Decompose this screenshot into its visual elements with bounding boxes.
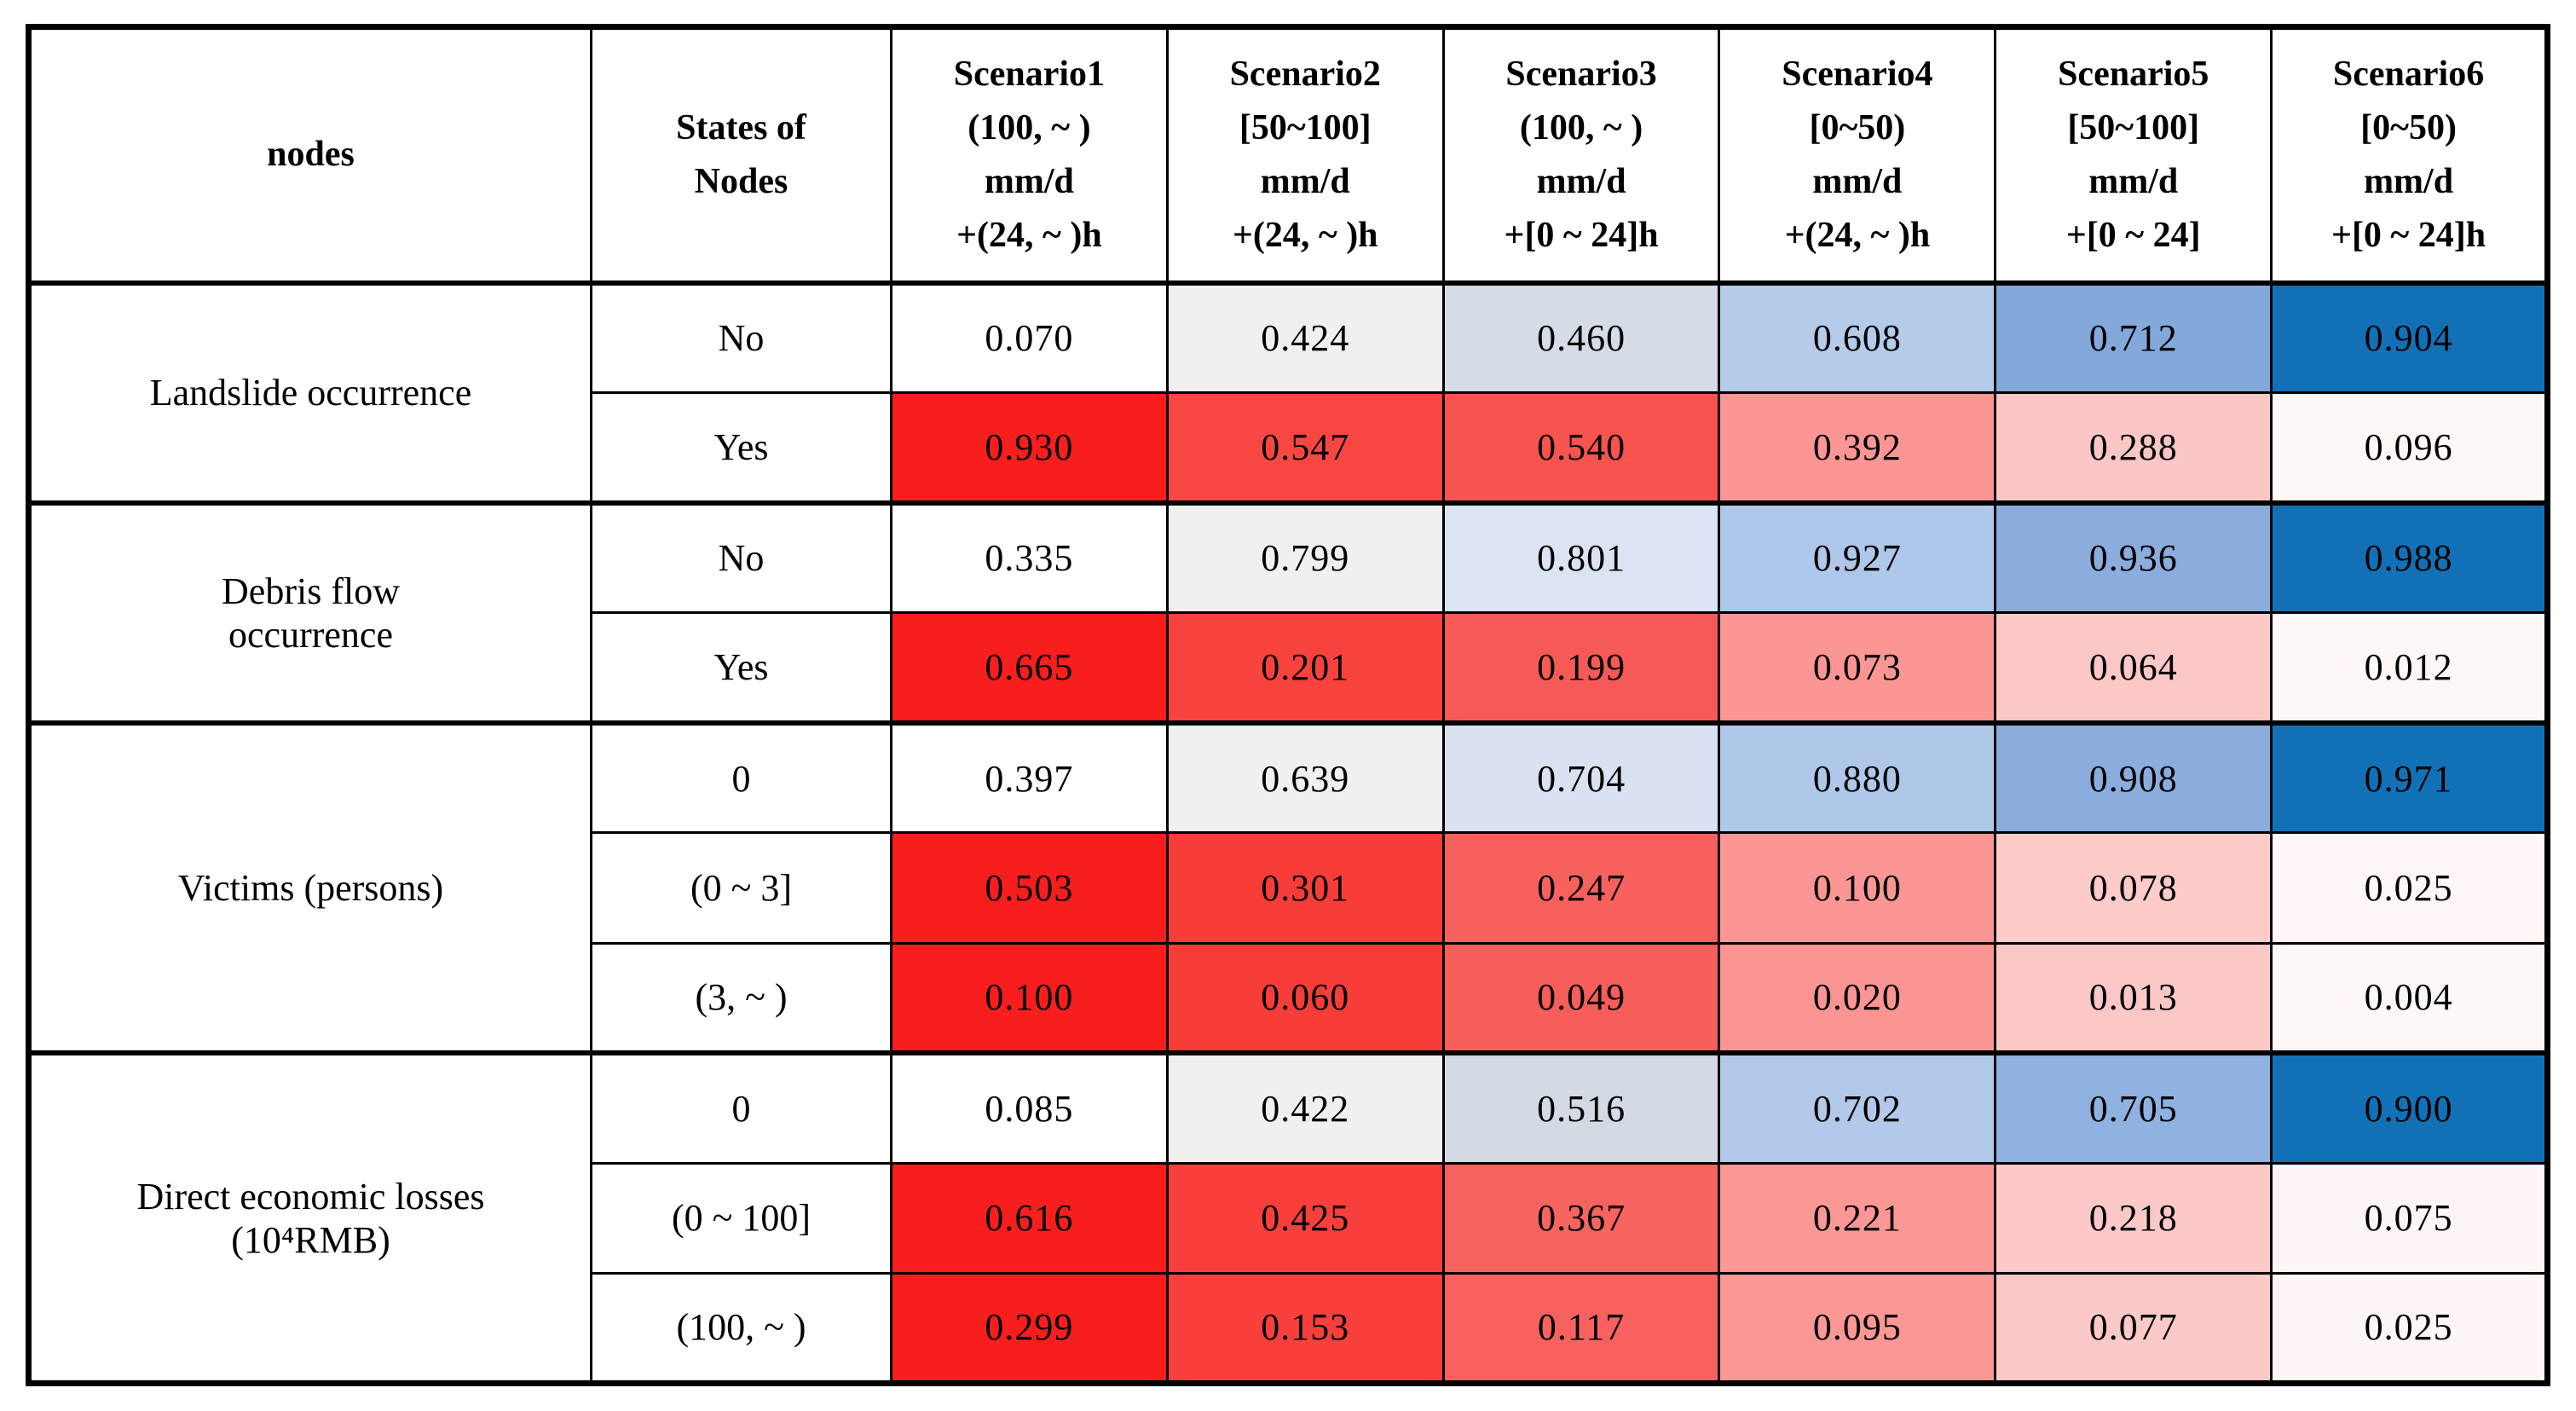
prob-cell: 0.516	[1441, 1050, 1721, 1165]
prob-cell: 0.025	[2270, 1271, 2549, 1385]
prob-cell: 0.012	[2270, 611, 2549, 725]
prob-cell: 0.060	[1165, 941, 1445, 1055]
col-header-scenario6: Scenario6 [0~50) mm/d +[0 ~ 24]h	[2270, 26, 2549, 286]
prob-cell: 0.799	[1165, 500, 1445, 615]
col-header-scenario3: Scenario3 (100, ~ ) mm/d +[0 ~ 24]h	[1441, 26, 1721, 286]
prob-cell: 0.218	[1994, 1161, 2273, 1275]
prob-cell: 0.288	[1994, 391, 2273, 505]
row-losses-0: Direct economic losses (10⁴RMB) 0 0.085 …	[27, 1050, 2549, 1385]
prob-cell: 0.095	[1718, 1271, 1997, 1385]
prob-cell: 0.540	[1441, 391, 1721, 505]
prob-cell: 0.301	[1165, 831, 1445, 945]
col-header-scenario4: Scenario4 [0~50) mm/d +(24, ~ )h	[1718, 26, 1997, 286]
prob-cell: 0.397	[890, 720, 1169, 835]
prob-cell: 0.070	[890, 280, 1169, 395]
scenario-probability-table: nodes States of Nodes Scenario1 (100, ~ …	[26, 24, 2550, 1386]
prob-cell: 0.936	[1994, 500, 2273, 615]
state-label: (3, ~ )	[590, 941, 892, 1055]
prob-cell: 0.900	[2270, 1050, 2549, 1165]
prob-cell: 0.335	[890, 500, 1169, 615]
state-label: 0	[590, 1050, 892, 1165]
node-label-landslide: Landslide occurrence	[27, 280, 592, 505]
prob-cell: 0.153	[1165, 1271, 1445, 1385]
node-label-victims: Victims (persons)	[27, 720, 592, 1055]
prob-cell: 0.073	[1718, 611, 1997, 725]
state-label: 0	[590, 720, 892, 835]
prob-cell: 0.988	[2270, 500, 2549, 615]
col-header-nodes: nodes	[27, 26, 592, 286]
prob-cell: 0.422	[1165, 1050, 1445, 1165]
prob-cell: 0.971	[2270, 720, 2549, 835]
prob-cell: 0.704	[1441, 720, 1721, 835]
prob-cell: 0.100	[1718, 831, 1997, 945]
row-debris-yes: Yes 0.665 0.201 0.199 0.073 0.064 0.012	[29, 611, 2549, 725]
prob-cell: 0.503	[890, 831, 1169, 945]
prob-cell: 0.367	[1441, 1161, 1721, 1275]
row-victims-3plus: (3, ~ ) 0.100 0.060 0.049 0.020 0.013 0.…	[29, 941, 2549, 1055]
state-label: (100, ~ )	[590, 1271, 892, 1385]
state-label: (0 ~ 3]	[590, 831, 892, 945]
prob-cell: 0.064	[1994, 611, 2273, 725]
col-header-scenario1: Scenario1 (100, ~ ) mm/d +(24, ~ )h	[890, 26, 1169, 286]
prob-cell: 0.201	[1165, 611, 1445, 725]
prob-cell: 0.075	[2270, 1161, 2549, 1275]
prob-cell: 0.247	[1441, 831, 1721, 945]
header-row: nodes States of Nodes Scenario1 (100, ~ …	[27, 26, 2549, 286]
state-label: Yes	[590, 611, 892, 725]
prob-cell: 0.117	[1441, 1271, 1721, 1385]
col-header-states-of-nodes: States of Nodes	[590, 26, 892, 286]
prob-cell: 0.100	[890, 941, 1169, 1055]
node-label-debris-flow: Debris flow occurrence	[27, 500, 592, 725]
state-label: No	[590, 500, 892, 615]
prob-cell: 0.904	[2270, 280, 2549, 395]
prob-cell: 0.665	[890, 611, 1169, 725]
prob-cell: 0.608	[1718, 280, 1997, 395]
prob-cell: 0.424	[1165, 280, 1445, 395]
prob-cell: 0.392	[1718, 391, 1997, 505]
prob-cell: 0.639	[1165, 720, 1445, 835]
row-losses-100plus: (100, ~ ) 0.299 0.153 0.117 0.095 0.077 …	[29, 1271, 2549, 1385]
prob-cell: 0.020	[1718, 941, 1997, 1055]
node-label-economic-losses: Direct economic losses (10⁴RMB)	[27, 1050, 592, 1385]
prob-cell: 0.705	[1994, 1050, 2273, 1165]
state-label: No	[590, 280, 892, 395]
prob-cell: 0.547	[1165, 391, 1445, 505]
col-header-scenario2: Scenario2 [50~100] mm/d +(24, ~ )h	[1165, 26, 1445, 286]
prob-cell: 0.221	[1718, 1161, 1997, 1275]
prob-cell: 0.013	[1994, 941, 2273, 1055]
row-victims-0: Victims (persons) 0 0.397 0.639 0.704 0.…	[27, 720, 2549, 1055]
row-losses-0-100: (0 ~ 100] 0.616 0.425 0.367 0.221 0.218 …	[29, 1161, 2549, 1275]
prob-cell: 0.425	[1165, 1161, 1445, 1275]
prob-cell: 0.801	[1441, 500, 1721, 615]
col-header-scenario5: Scenario5 [50~100] mm/d +[0 ~ 24]	[1994, 26, 2273, 286]
prob-cell: 0.299	[890, 1271, 1169, 1385]
prob-cell: 0.930	[890, 391, 1169, 505]
prob-cell: 0.712	[1994, 280, 2273, 395]
row-landslide-yes: Yes 0.930 0.547 0.540 0.392 0.288 0.096	[29, 391, 2549, 505]
prob-cell: 0.927	[1718, 500, 1997, 615]
probability-table-wrapper: nodes States of Nodes Scenario1 (100, ~ …	[26, 24, 2550, 1386]
prob-cell: 0.460	[1441, 280, 1721, 395]
prob-cell: 0.616	[890, 1161, 1169, 1275]
prob-cell: 0.880	[1718, 720, 1997, 835]
prob-cell: 0.096	[2270, 391, 2549, 505]
prob-cell: 0.199	[1441, 611, 1721, 725]
prob-cell: 0.025	[2270, 831, 2549, 945]
row-victims-0-3: (0 ~ 3] 0.503 0.301 0.247 0.100 0.078 0.…	[29, 831, 2549, 945]
prob-cell: 0.702	[1718, 1050, 1997, 1165]
prob-cell: 0.004	[2270, 941, 2549, 1055]
prob-cell: 0.077	[1994, 1271, 2273, 1385]
prob-cell: 0.049	[1441, 941, 1721, 1055]
prob-cell: 0.085	[890, 1050, 1169, 1165]
row-debris-no: Debris flow occurrence No 0.335 0.799 0.…	[27, 500, 2549, 725]
prob-cell: 0.908	[1994, 720, 2273, 835]
state-label: Yes	[590, 391, 892, 505]
state-label: (0 ~ 100]	[590, 1161, 892, 1275]
prob-cell: 0.078	[1994, 831, 2273, 945]
row-landslide-no: Landslide occurrence No 0.070 0.424 0.46…	[27, 280, 2549, 505]
